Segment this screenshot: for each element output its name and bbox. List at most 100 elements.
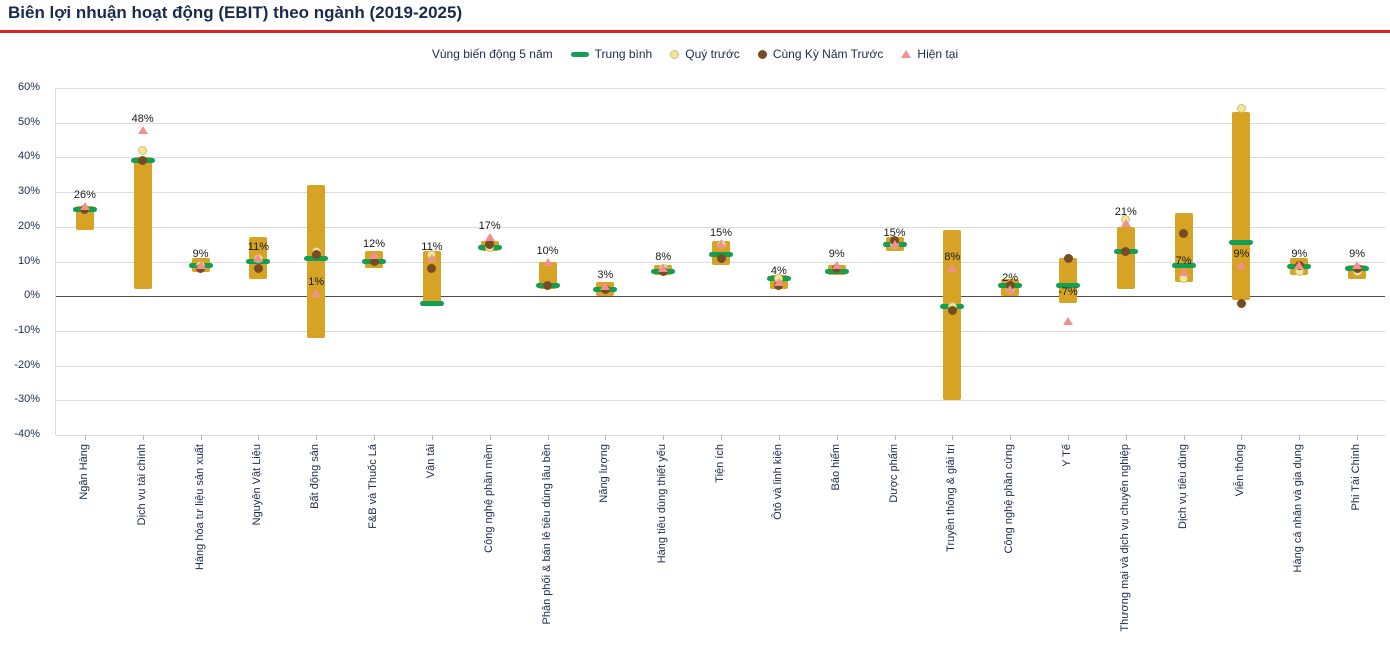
yoy-marker	[1063, 253, 1073, 263]
x-axis-tick	[952, 435, 954, 440]
x-axis-label: Dịch vụ tài chính	[135, 444, 148, 526]
value-label: 7%	[1175, 254, 1192, 267]
x-axis-tick	[894, 435, 896, 440]
x-axis-label: Bảo hiểm	[829, 444, 842, 491]
x-axis-tick	[721, 435, 722, 440]
current-marker	[253, 254, 264, 262]
range-bar	[133, 157, 152, 290]
prev-quarter-dot-icon	[670, 49, 680, 59]
value-label: 4%	[770, 265, 787, 278]
x-axis-tick	[258, 435, 260, 440]
x-axis-tick	[1125, 435, 1127, 440]
current-marker	[369, 250, 379, 259]
x-axis-tick	[605, 435, 607, 440]
yoy-marker	[1236, 298, 1246, 308]
mean-dash-icon	[570, 51, 589, 57]
value-label: 3%	[597, 268, 614, 281]
value-label: 9%	[1291, 248, 1308, 260]
gridline	[56, 365, 1385, 367]
current-marker	[79, 202, 90, 210]
x-axis-label: Bất động sản	[309, 444, 322, 509]
x-axis-tick	[200, 435, 202, 440]
current-marker	[889, 240, 900, 249]
x-axis-tick	[663, 435, 665, 440]
value-label: 1%	[308, 275, 325, 288]
y-axis-tick-label: -40%	[14, 428, 40, 440]
legend-range-label: Vùng biến động 5 năm	[431, 47, 553, 61]
x-axis-tick	[84, 435, 86, 440]
x-axis-tick	[431, 435, 433, 440]
yoy-marker	[1121, 246, 1131, 256]
current-marker	[1294, 261, 1305, 269]
mean-marker	[1229, 239, 1254, 245]
value-label: 15%	[883, 227, 906, 240]
y-axis: 60% 50% 40% 30% 20% 10% 0% -10% -20% -30% -40%	[0, 81, 46, 440]
range-bar	[943, 230, 962, 401]
yoy-marker	[1179, 229, 1189, 239]
value-label: 9%	[1349, 248, 1366, 260]
range-bar	[1059, 258, 1077, 304]
y-axis-tick-label: 30%	[17, 185, 40, 198]
y-axis-tick-label: 60%	[17, 81, 40, 93]
yoy-marker	[947, 305, 957, 315]
value-label: 8%	[944, 251, 961, 264]
value-label: 48%	[131, 112, 154, 125]
y-axis-tick-label: 10%	[17, 254, 40, 267]
gridline	[56, 88, 1385, 89]
current-marker	[1236, 261, 1247, 269]
y-axis-tick-label: 0%	[24, 289, 40, 302]
x-axis-label: Dược phẩm	[887, 444, 900, 503]
current-triangle-icon	[901, 50, 912, 58]
x-axis-tick	[1357, 435, 1359, 440]
yoy-marker	[543, 281, 552, 291]
mean-marker	[1056, 283, 1080, 289]
legend-item-label: Cùng Kỳ Năm Trước	[772, 47, 884, 61]
x-axis-label: Hàng cá nhân và gia dụng	[1292, 444, 1305, 573]
gridline	[56, 330, 1385, 332]
gridline	[56, 122, 1385, 124]
y-axis-tick-label: -10%	[14, 323, 40, 336]
x-axis-label: Dịch vụ tiêu dùng	[1176, 444, 1189, 529]
page-title: Biên lợi nhuận hoạt động (EBIT) theo ngà…	[8, 3, 463, 22]
gridline	[56, 192, 1385, 194]
current-marker	[195, 261, 206, 269]
y-axis-tick-label: -30%	[14, 393, 40, 406]
x-axis-label: Phân phối & bán lẻ tiêu dùng lâu bền	[540, 444, 553, 625]
range-bar	[1116, 226, 1135, 290]
x-axis-label: Hàng tiêu dùng thiết yếu	[656, 444, 669, 564]
prev-quarter-marker	[1236, 104, 1246, 114]
y-axis-tick-label: -20%	[14, 358, 40, 371]
chart-plot: 26% 48% 9% 11% 1% 12% 11% 17% 10% 3% 8% 15% 4% 9% 15% 8…	[55, 88, 1385, 440]
current-marker	[1120, 219, 1131, 228]
value-label: 11%	[247, 241, 269, 253]
value-label: 10%	[536, 244, 559, 257]
value-label: 9%	[1233, 248, 1250, 260]
yoy-marker	[716, 253, 726, 263]
yoy-marker	[311, 250, 321, 260]
range-bar	[1232, 112, 1251, 300]
current-marker	[542, 257, 553, 266]
x-axis-label: Năng lượng	[598, 444, 611, 503]
chart-legend: Vùng biến động 5 năm Trung bình Quý trướ…	[0, 47, 1390, 61]
current-marker	[1178, 267, 1189, 276]
x-axis-tick	[778, 435, 780, 440]
current-marker	[947, 264, 958, 273]
x-axis-label: Truyền thông & giải trí	[945, 444, 958, 552]
gridline	[56, 400, 1385, 402]
zero-axis-line	[56, 296, 1385, 298]
value-label: 15%	[709, 227, 733, 240]
x-axis-label: Y Tế	[1061, 444, 1073, 467]
current-marker	[137, 125, 148, 134]
value-label: 11%	[421, 241, 443, 253]
y-axis-tick-label: 20%	[17, 219, 40, 232]
x-axis-label: Công nghệ phần cứng	[1003, 444, 1016, 554]
current-marker	[426, 254, 437, 262]
current-marker	[600, 281, 611, 290]
x-axis-label: Nguyên Vật Liệu	[251, 444, 264, 526]
x-axis-label: Thương mại và dịch vụ chuyên nghiệp	[1118, 444, 1131, 632]
current-marker	[484, 233, 495, 242]
value-label: 9%	[192, 248, 209, 260]
current-marker	[1063, 316, 1073, 325]
yoy-marker	[253, 263, 263, 273]
mean-marker	[1171, 262, 1196, 268]
